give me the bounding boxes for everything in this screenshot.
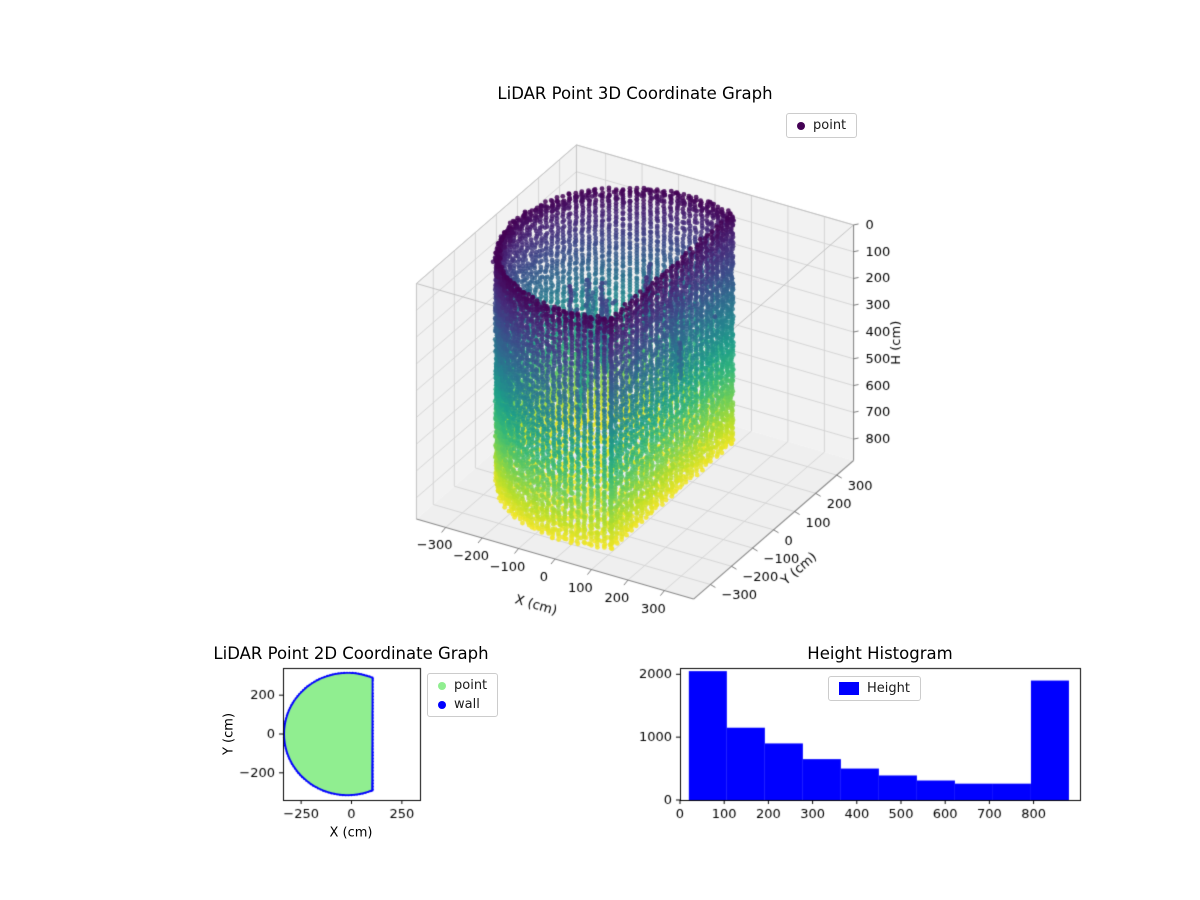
point-marker-icon [438, 681, 446, 690]
plot2d-xlabel: X (cm) [329, 825, 373, 841]
plot2d-legend: point wall [427, 673, 499, 717]
height-bar-swatch-icon [839, 682, 859, 695]
histogram-title: Height Histogram [807, 644, 953, 663]
legend-label-point: point [454, 678, 488, 693]
legend-label-wall: wall [454, 697, 480, 712]
legend-label-height: Height [867, 681, 910, 696]
legend-entry-point: point [438, 678, 487, 693]
legend-entry-wall: wall [438, 697, 487, 712]
legend-label-point: point [813, 118, 847, 133]
point-marker-icon [797, 121, 805, 130]
legend-entry-height: Height [839, 681, 910, 696]
wall-marker-icon [438, 700, 446, 709]
plot2d-title: LiDAR Point 2D Coordinate Graph [213, 644, 489, 663]
plot3d-title: LiDAR Point 3D Coordinate Graph [497, 84, 773, 103]
plot3d-legend: point [786, 113, 858, 138]
histogram-legend: Height [828, 676, 921, 701]
legend-entry-point: point [797, 118, 846, 133]
plot2d-ylabel: Y (cm) [221, 712, 237, 756]
